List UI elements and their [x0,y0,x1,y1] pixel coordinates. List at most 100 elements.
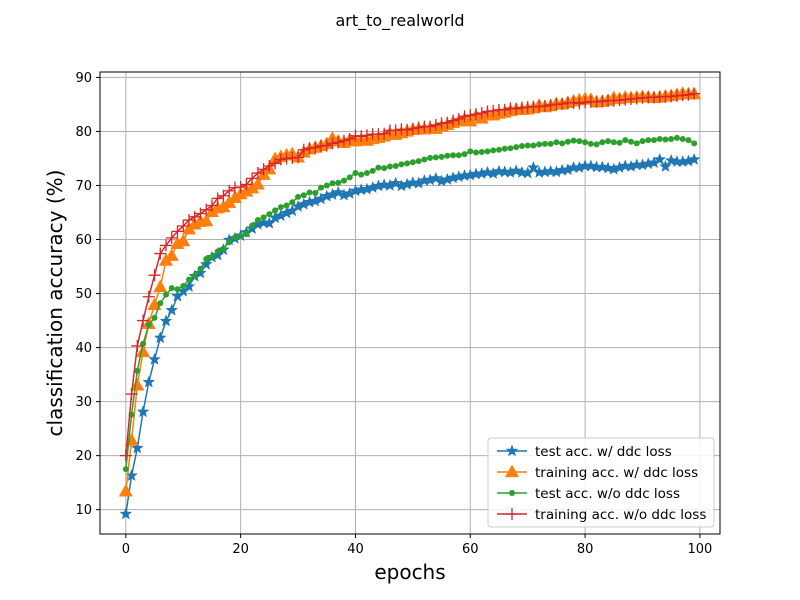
data-point [389,124,402,137]
data-point [470,108,483,121]
data-point [274,153,287,166]
data-point [164,248,179,261]
data-point [639,138,646,145]
y-tick-label: 60 [75,233,92,248]
data-point [415,158,422,165]
data-point [263,160,276,173]
data-point [205,199,218,212]
data-point [653,152,667,165]
y-tick-label: 30 [75,395,92,410]
data-point [295,193,302,200]
data-point [118,483,133,497]
data-point [254,217,261,224]
data-point [340,177,347,184]
data-point [547,140,554,147]
legend-label: test acc. w/ ddc loss [535,444,672,460]
data-point [662,136,669,143]
data-point [622,137,629,144]
data-point [605,138,612,145]
data-point [378,127,391,140]
data-point [335,179,342,186]
data-point [243,231,250,238]
data-point [556,97,569,110]
data-point [223,184,236,197]
data-point [360,129,373,142]
legend-item: test acc. w/o ddc loss [497,486,680,502]
data-point [510,102,523,115]
y-tick-label: 70 [75,179,92,194]
series-2 [118,86,702,497]
x-tick-label: 100 [687,542,712,557]
legend-marker [505,444,519,457]
data-point [616,139,623,146]
data-point [650,137,657,144]
x-tick-label: 0 [122,542,130,557]
series-3 [122,134,698,473]
data-point [444,152,451,159]
data-point [406,122,419,135]
data-point [691,140,698,147]
data-point [524,142,531,149]
data-point [355,130,368,143]
data-point [119,449,132,462]
data-point [180,282,187,289]
data-point [332,136,345,149]
data-point [582,139,589,146]
data-point [188,210,201,223]
data-point [401,123,414,136]
series-line [125,92,695,492]
data-point [501,145,508,152]
data-point [475,107,488,120]
legend-box [487,437,715,528]
data-point [237,232,244,239]
x-tick-label: 20 [232,542,249,557]
data-point [134,367,141,374]
x-axis-label: epochs [374,560,445,584]
data-point [668,136,675,143]
data-point [137,314,150,327]
legend-marker [509,490,515,496]
data-point [185,276,192,283]
data-point [176,233,191,247]
data-point [464,109,477,122]
data-point [467,148,474,155]
data-point [432,154,439,161]
data-point [148,352,161,365]
data-point [530,142,537,149]
data-point [358,171,365,178]
data-point [389,176,403,189]
data-point [250,176,265,190]
data-point [194,266,207,279]
legend-item: training acc. w/o ddc loss [497,507,706,523]
data-point [130,441,144,454]
data-point [231,234,238,241]
data-point [369,167,376,174]
data-point [375,164,382,171]
data-point [199,257,213,270]
data-point [386,163,393,170]
data-point [478,148,485,155]
plot-frame [99,71,721,535]
data-point [240,178,253,191]
data-point [135,344,151,358]
data-point [570,137,577,144]
data-point [685,137,692,144]
data-point [429,118,442,131]
data-point [171,225,184,238]
y-tick-label: 40 [75,341,92,356]
data-point [441,116,454,129]
data-point [559,140,566,147]
data-point [211,192,224,205]
data-point [306,189,313,196]
data-point [153,331,167,344]
data-point [131,339,144,352]
data-point [688,87,701,100]
data-point [119,507,133,520]
data-point [656,136,663,143]
data-point [679,136,686,143]
data-point [484,148,491,155]
data-point [509,164,523,177]
data-point [564,138,571,145]
data-point [343,133,356,146]
